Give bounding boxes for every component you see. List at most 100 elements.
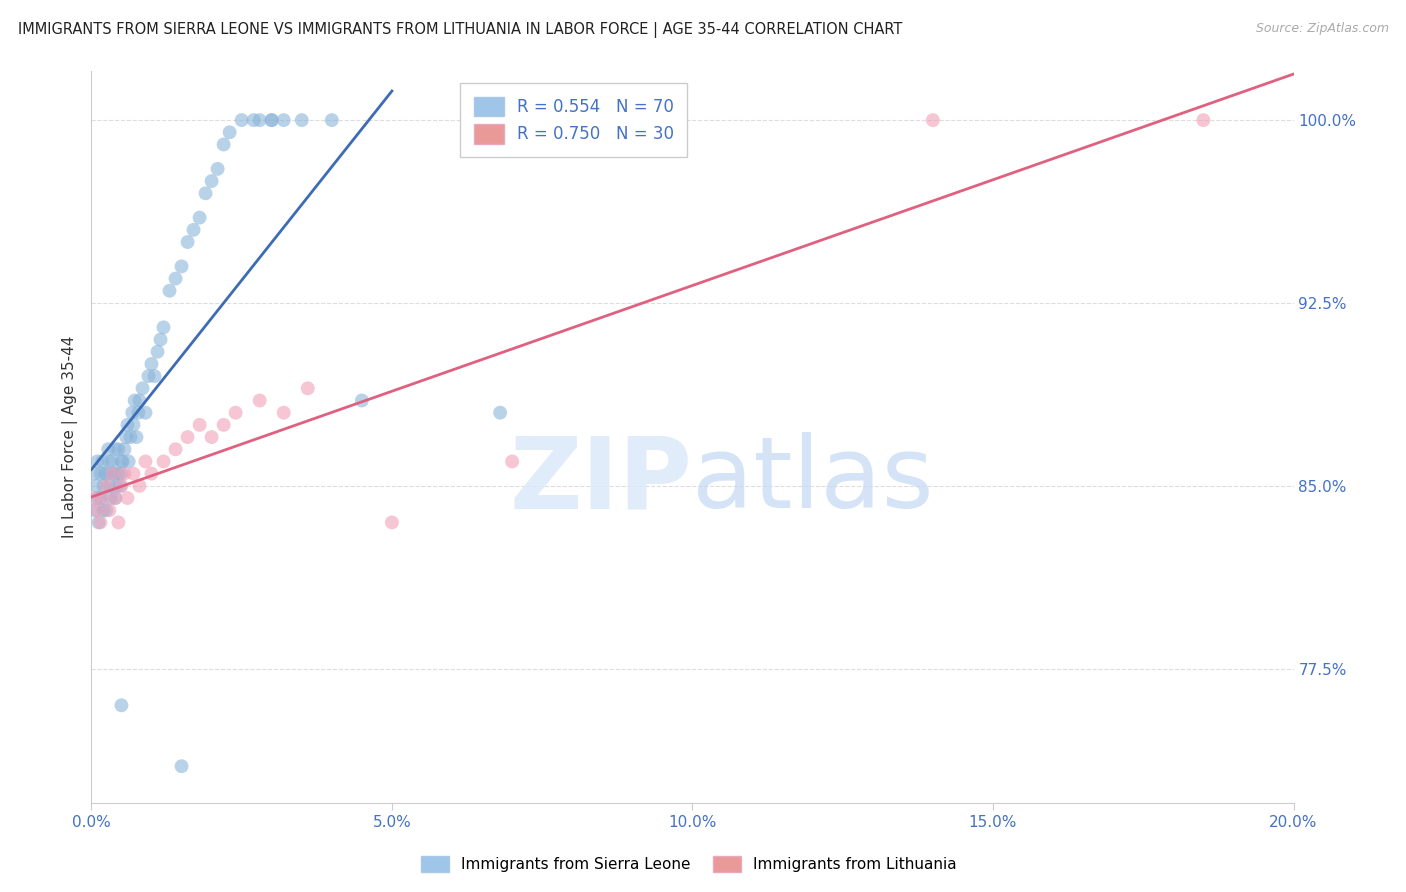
Point [501,454,523,468]
Point [91,454,114,468]
Point [212,417,235,432]
Point [176,235,198,249]
Point [183,223,205,237]
Point [86,503,108,517]
Point [107,442,129,457]
Point [93,491,115,505]
Point [170,759,193,773]
Point [134,454,156,468]
Point [146,344,169,359]
Point [141,357,163,371]
Y-axis label: In Labor Force | Age 35-44: In Labor Force | Age 35-44 [62,336,77,538]
Point [201,174,224,188]
Point [188,211,211,225]
Point [149,333,172,347]
Point [273,406,295,420]
Point [381,516,404,530]
Point [86,491,108,505]
Point [89,491,111,505]
Point [1192,113,1215,128]
Point [489,406,512,420]
Point [104,442,127,457]
Point [93,503,115,517]
Point [110,479,132,493]
Point [194,186,217,201]
Point [120,430,142,444]
Point [143,369,166,384]
Point [107,516,129,530]
Point [188,417,211,432]
Point [93,479,115,493]
Point [231,113,253,128]
Point [321,113,343,128]
Point [134,406,156,420]
Point [201,430,224,444]
Point [96,467,118,481]
Point [297,381,319,395]
Point [83,467,105,481]
Point [350,393,373,408]
Point [260,113,283,128]
Point [165,271,187,285]
Point [225,406,247,420]
Point [128,479,150,493]
Point [83,491,105,505]
Point [242,113,264,128]
Point [104,491,127,505]
Point [122,467,145,481]
Point [84,479,107,493]
Point [111,454,134,468]
Point [249,393,271,408]
Text: atlas: atlas [692,433,934,530]
Point [121,406,143,420]
Point [260,113,283,128]
Point [124,393,146,408]
Point [165,442,187,457]
Point [110,454,132,468]
Point [83,503,105,517]
Point [273,113,295,128]
Point [98,454,121,468]
Point [138,369,160,384]
Point [93,467,115,481]
Point [218,125,240,139]
Point [159,284,181,298]
Point [103,467,125,481]
Text: ZIP: ZIP [509,433,692,530]
Point [141,467,163,481]
Point [922,113,945,128]
Point [104,491,127,505]
Legend: Immigrants from Sierra Leone, Immigrants from Lithuania: Immigrants from Sierra Leone, Immigrants… [413,848,965,880]
Point [107,467,129,481]
Legend: R = 0.554   N = 70, R = 0.750   N = 30: R = 0.554 N = 70, R = 0.750 N = 30 [460,83,688,157]
Point [97,442,120,457]
Point [115,430,138,444]
Text: Source: ZipAtlas.com: Source: ZipAtlas.com [1256,22,1389,36]
Point [125,430,148,444]
Point [117,491,139,505]
Point [152,320,174,334]
Point [212,137,235,152]
Point [96,503,118,517]
Point [96,479,118,493]
Point [100,491,122,505]
Point [176,430,198,444]
Point [101,467,124,481]
Point [114,442,136,457]
Point [101,454,124,468]
Point [249,113,271,128]
Point [207,161,229,176]
Point [86,454,108,468]
Point [89,467,111,481]
Point [101,467,124,481]
Point [122,417,145,432]
Point [291,113,314,128]
Point [110,698,132,713]
Point [127,406,149,420]
Point [170,260,193,274]
Point [118,454,141,468]
Point [152,454,174,468]
Point [105,479,128,493]
Point [110,479,132,493]
Point [110,467,132,481]
